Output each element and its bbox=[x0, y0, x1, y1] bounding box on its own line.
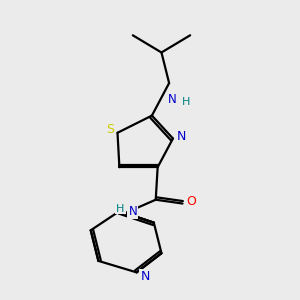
Text: S: S bbox=[106, 123, 115, 136]
Text: O: O bbox=[186, 195, 196, 208]
Text: H: H bbox=[182, 97, 191, 107]
Text: N: N bbox=[177, 130, 186, 143]
Text: N: N bbox=[128, 205, 137, 218]
Text: N: N bbox=[140, 270, 150, 283]
Text: H: H bbox=[116, 203, 125, 214]
Text: N: N bbox=[168, 93, 176, 106]
